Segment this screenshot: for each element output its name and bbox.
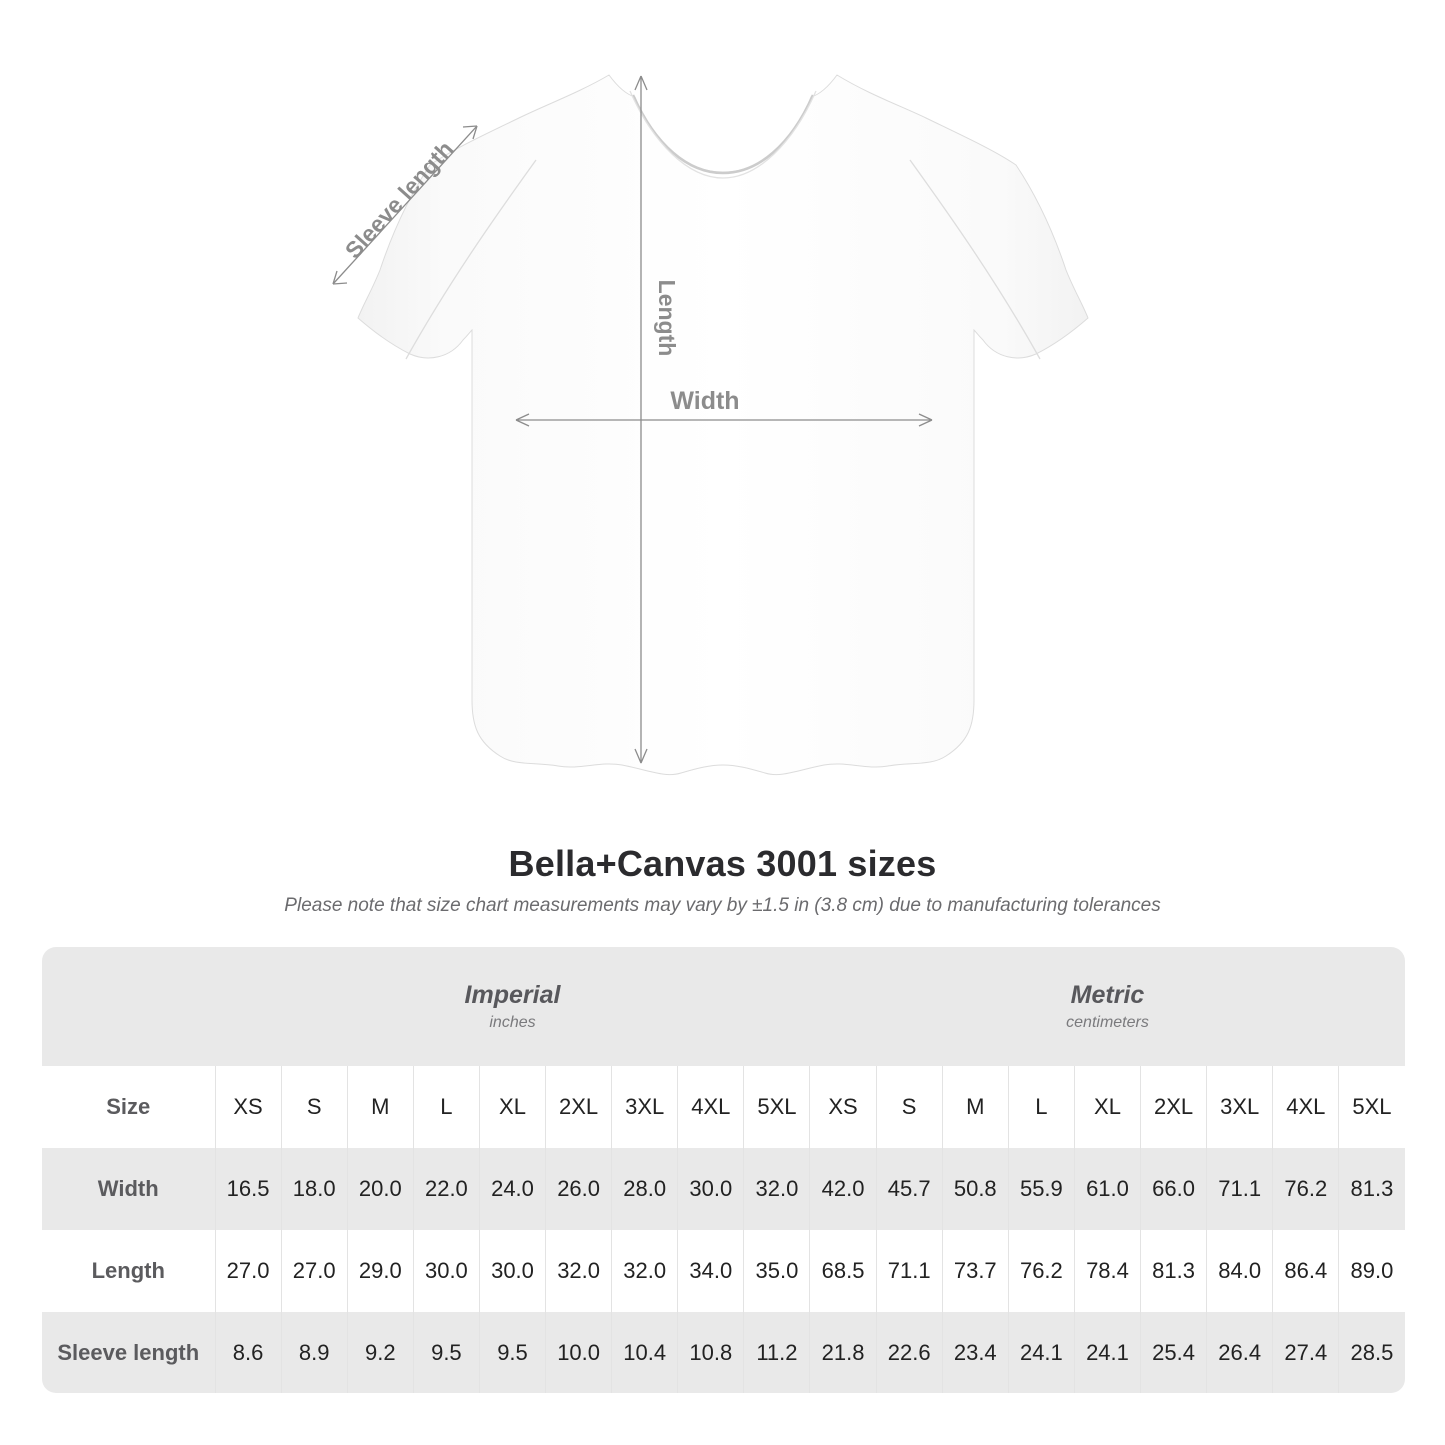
svg-text:Length: Length <box>654 280 680 357</box>
svg-text:Width: Width <box>670 387 739 415</box>
